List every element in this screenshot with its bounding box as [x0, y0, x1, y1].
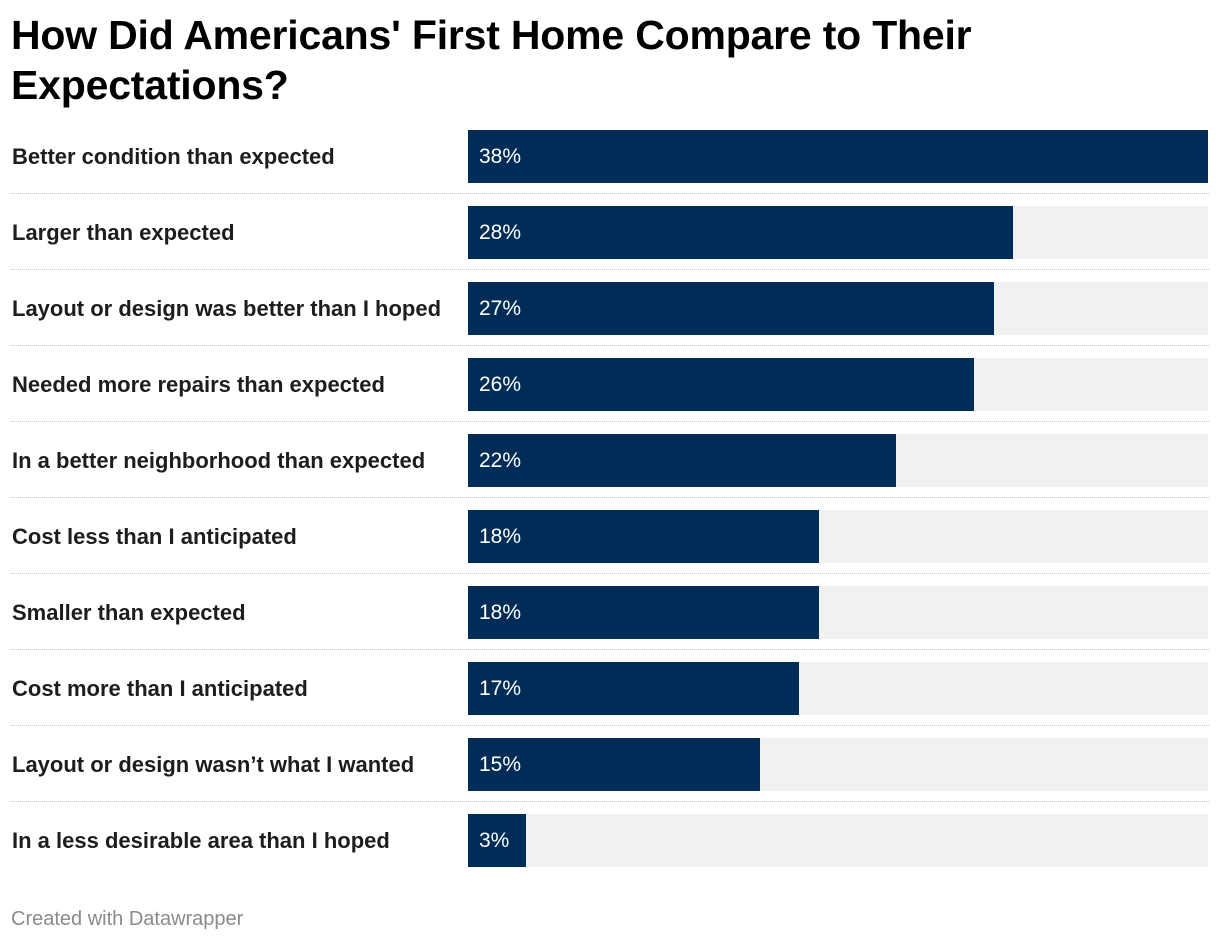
bar-row: In a less desirable area than I hoped 3% [0, 802, 1220, 878]
bar: 18% [468, 510, 819, 563]
value-label: 28% [479, 220, 522, 244]
category-label: Needed more repairs than expected [12, 371, 385, 397]
bar-row: In a better neighborhood than expected 22… [0, 422, 1220, 498]
row-divider [11, 345, 1209, 346]
value-label: 15% [479, 752, 522, 776]
bar-row: Smaller than expected 18% [0, 574, 1220, 650]
value-label: 22% [479, 448, 522, 472]
bar-row: Needed more repairs than expected 26% [0, 346, 1220, 422]
bar-track: 3% [468, 814, 1208, 867]
bar-track: 27% [468, 282, 1208, 335]
bar-track: 15% [468, 738, 1208, 791]
value-label: 26% [479, 372, 522, 396]
bar-row: Better condition than expected 38% [0, 118, 1220, 194]
bar: 26% [468, 358, 975, 411]
bar-track: 18% [468, 586, 1208, 639]
category-label: Cost less than I anticipated [12, 523, 297, 549]
row-divider [11, 269, 1209, 270]
category-label: Better condition than expected [12, 143, 335, 169]
bar: 28% [468, 206, 1014, 259]
bar-row: Cost more than I anticipated 17% [0, 650, 1220, 726]
bar: 3% [468, 814, 527, 867]
bar-track: 17% [468, 662, 1208, 715]
bar-row: Larger than expected 28% [0, 194, 1220, 270]
category-label: In a better neighborhood than expected [12, 447, 426, 473]
category-label: Smaller than expected [12, 599, 246, 625]
row-divider [11, 573, 1209, 574]
row-divider [11, 725, 1209, 726]
row-divider [11, 421, 1209, 422]
value-label: 18% [479, 600, 522, 624]
bar: 15% [468, 738, 761, 791]
category-label: In a less desirable area than I hoped [12, 827, 390, 853]
bar-track: 26% [468, 358, 1208, 411]
category-label: Cost more than I anticipated [12, 675, 308, 701]
bar: 27% [468, 282, 994, 335]
value-label: 3% [479, 828, 510, 852]
bar: 22% [468, 434, 897, 487]
datawrapper-credit: Created with Datawrapper [11, 908, 244, 930]
value-label: 38% [479, 144, 522, 168]
bar-row: Layout or design wasn’t what I wanted 15% [0, 726, 1220, 802]
bar-rows: Better condition than expected 38% Larger … [0, 118, 1220, 878]
value-label: 17% [479, 676, 522, 700]
row-divider [11, 497, 1209, 498]
bar: 18% [468, 586, 819, 639]
bar: 17% [468, 662, 800, 715]
chart-title: How Did Americans' First Home Compare to… [11, 12, 972, 108]
value-label: 18% [479, 524, 522, 548]
category-label: Layout or design was better than I hoped [12, 295, 442, 321]
bar-row: Cost less than I anticipated 18% [0, 498, 1220, 574]
bar-track: 18% [468, 510, 1208, 563]
row-divider [11, 801, 1209, 802]
category-label: Layout or design wasn’t what I wanted [12, 751, 415, 777]
bar-track: 28% [468, 206, 1208, 259]
value-label: 27% [479, 296, 522, 320]
row-divider [11, 193, 1209, 194]
bar-track: 22% [468, 434, 1208, 487]
category-label: Larger than expected [12, 219, 235, 245]
row-divider [11, 649, 1209, 650]
bar: 38% [468, 130, 1208, 183]
bar-row: Layout or design was better than I hoped… [0, 270, 1220, 346]
bar-track: 38% [468, 130, 1208, 183]
